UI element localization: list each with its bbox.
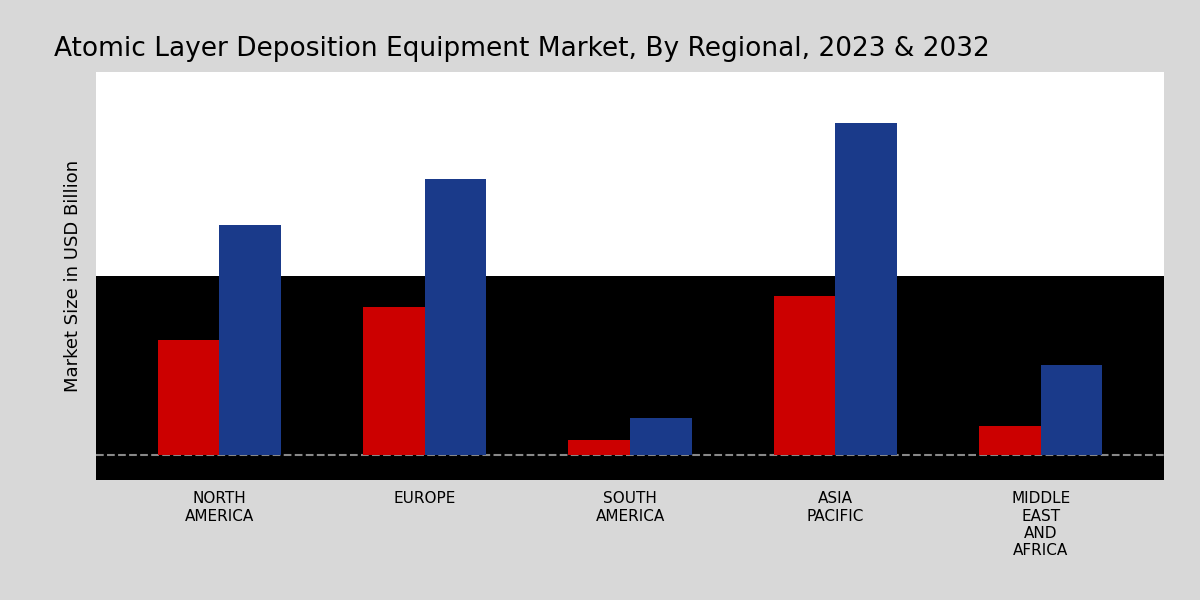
Bar xyxy=(425,179,486,455)
Y-axis label: Market Size in USD Billion: Market Size in USD Billion xyxy=(64,160,82,392)
Bar xyxy=(774,296,835,455)
Bar xyxy=(979,427,1040,455)
Bar xyxy=(569,440,630,455)
Bar xyxy=(630,418,691,455)
Bar xyxy=(835,123,898,455)
Bar xyxy=(220,225,281,455)
Text: 2.25: 2.25 xyxy=(158,320,199,338)
Bar xyxy=(1040,365,1103,455)
Bar xyxy=(157,340,220,455)
Bar xyxy=(364,307,425,455)
Text: Atomic Layer Deposition Equipment Market, By Regional, 2023 & 2032: Atomic Layer Deposition Equipment Market… xyxy=(54,36,990,62)
